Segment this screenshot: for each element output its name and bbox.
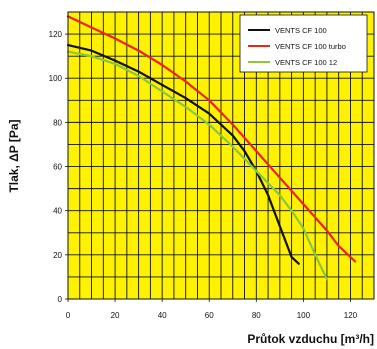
y-tick-label: 40 (53, 207, 62, 216)
y-tick-label: 60 (53, 163, 62, 172)
x-tick-label: 100 (297, 311, 311, 320)
series-line-vents-cf-100-12 (66, 50, 328, 281)
legend: VENTS CF 100 VENTS CF 100 turbo VENTS CF… (239, 14, 368, 73)
x-tick-label: 40 (158, 311, 167, 320)
x-tick-label: 80 (252, 311, 261, 320)
x-tick-label: 60 (205, 311, 214, 320)
tick-labels: 0 20 40 60 80 100 120 0 20 40 60 80 100 120 (49, 30, 358, 320)
y-tick-label: 120 (49, 30, 63, 39)
y-tick-label: 100 (49, 74, 63, 83)
legend-label-vents-cf-100-turbo: VENTS CF 100 turbo (275, 42, 346, 51)
series-line-vents-cf-100-turbo (66, 15, 357, 263)
y-axis-title: Tlak, ΔP [Pa] (7, 119, 21, 192)
series-line-vents-cf-100 (66, 43, 300, 265)
x-axis-title: Průtok vzduchu [m³/h] (247, 332, 374, 346)
y-tick-label: 20 (53, 251, 62, 260)
x-tick-label: 20 (111, 311, 120, 320)
y-tick-label: 0 (58, 295, 63, 304)
series-lines (66, 15, 357, 281)
x-tick-label: 120 (344, 311, 358, 320)
legend-label-vents-cf-100: VENTS CF 100 (275, 26, 327, 35)
plot-border (67, 11, 375, 300)
x-tick-label: 0 (66, 311, 71, 320)
legend-label-vents-cf-100-12: VENTS CF 100 12 (275, 58, 337, 67)
y-tick-label: 80 (53, 118, 62, 127)
